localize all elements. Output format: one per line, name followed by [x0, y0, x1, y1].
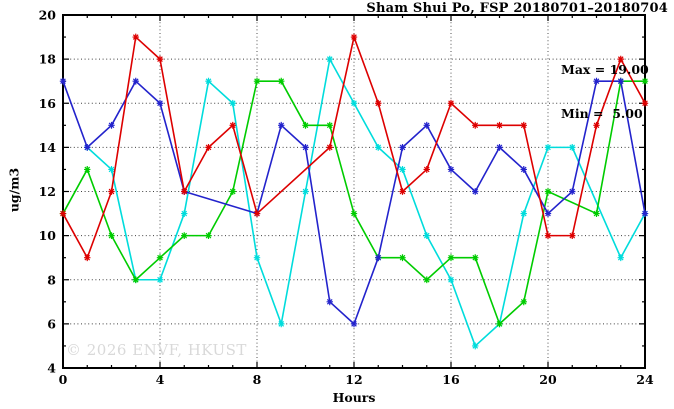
x-tick-label: 16 — [442, 372, 460, 387]
x-tick-label: 8 — [253, 372, 262, 387]
y-tick-label: 10 — [39, 228, 57, 243]
x-axis-label: Hours — [332, 390, 376, 405]
y-tick-label: 20 — [39, 8, 57, 23]
y-tick-label: 18 — [39, 52, 57, 67]
x-tick-label: 4 — [156, 372, 165, 387]
y-tick-label: 14 — [39, 140, 57, 155]
chart-title: Sham Shui Po, FSP 20180701–20180704 — [366, 1, 668, 16]
x-tick-label: 24 — [636, 372, 654, 387]
legend-max-value: Max = 19.00 — [561, 62, 649, 77]
y-axis-label: ug/m3 — [6, 167, 22, 213]
x-tick-label: 12 — [345, 372, 362, 387]
plot-border — [62, 14, 646, 369]
legend-min-value: Min = 5.00 — [561, 105, 643, 121]
series-red-markers — [59, 33, 649, 262]
y-tick-label: 4 — [47, 361, 56, 376]
y-tick-label: 8 — [47, 272, 56, 287]
watermark: © 2026 ENVF, HKUST — [66, 341, 247, 359]
x-tick-label: 20 — [539, 372, 557, 387]
series-green-line — [62, 80, 646, 325]
y-tick-label: 12 — [39, 184, 56, 199]
y-tick-label: 16 — [39, 96, 57, 111]
x-tick-label: 0 — [59, 372, 68, 387]
y-tick-label: 6 — [47, 316, 56, 331]
stats-legend: Max = 19.00 Min = 5.00 — [561, 34, 649, 150]
